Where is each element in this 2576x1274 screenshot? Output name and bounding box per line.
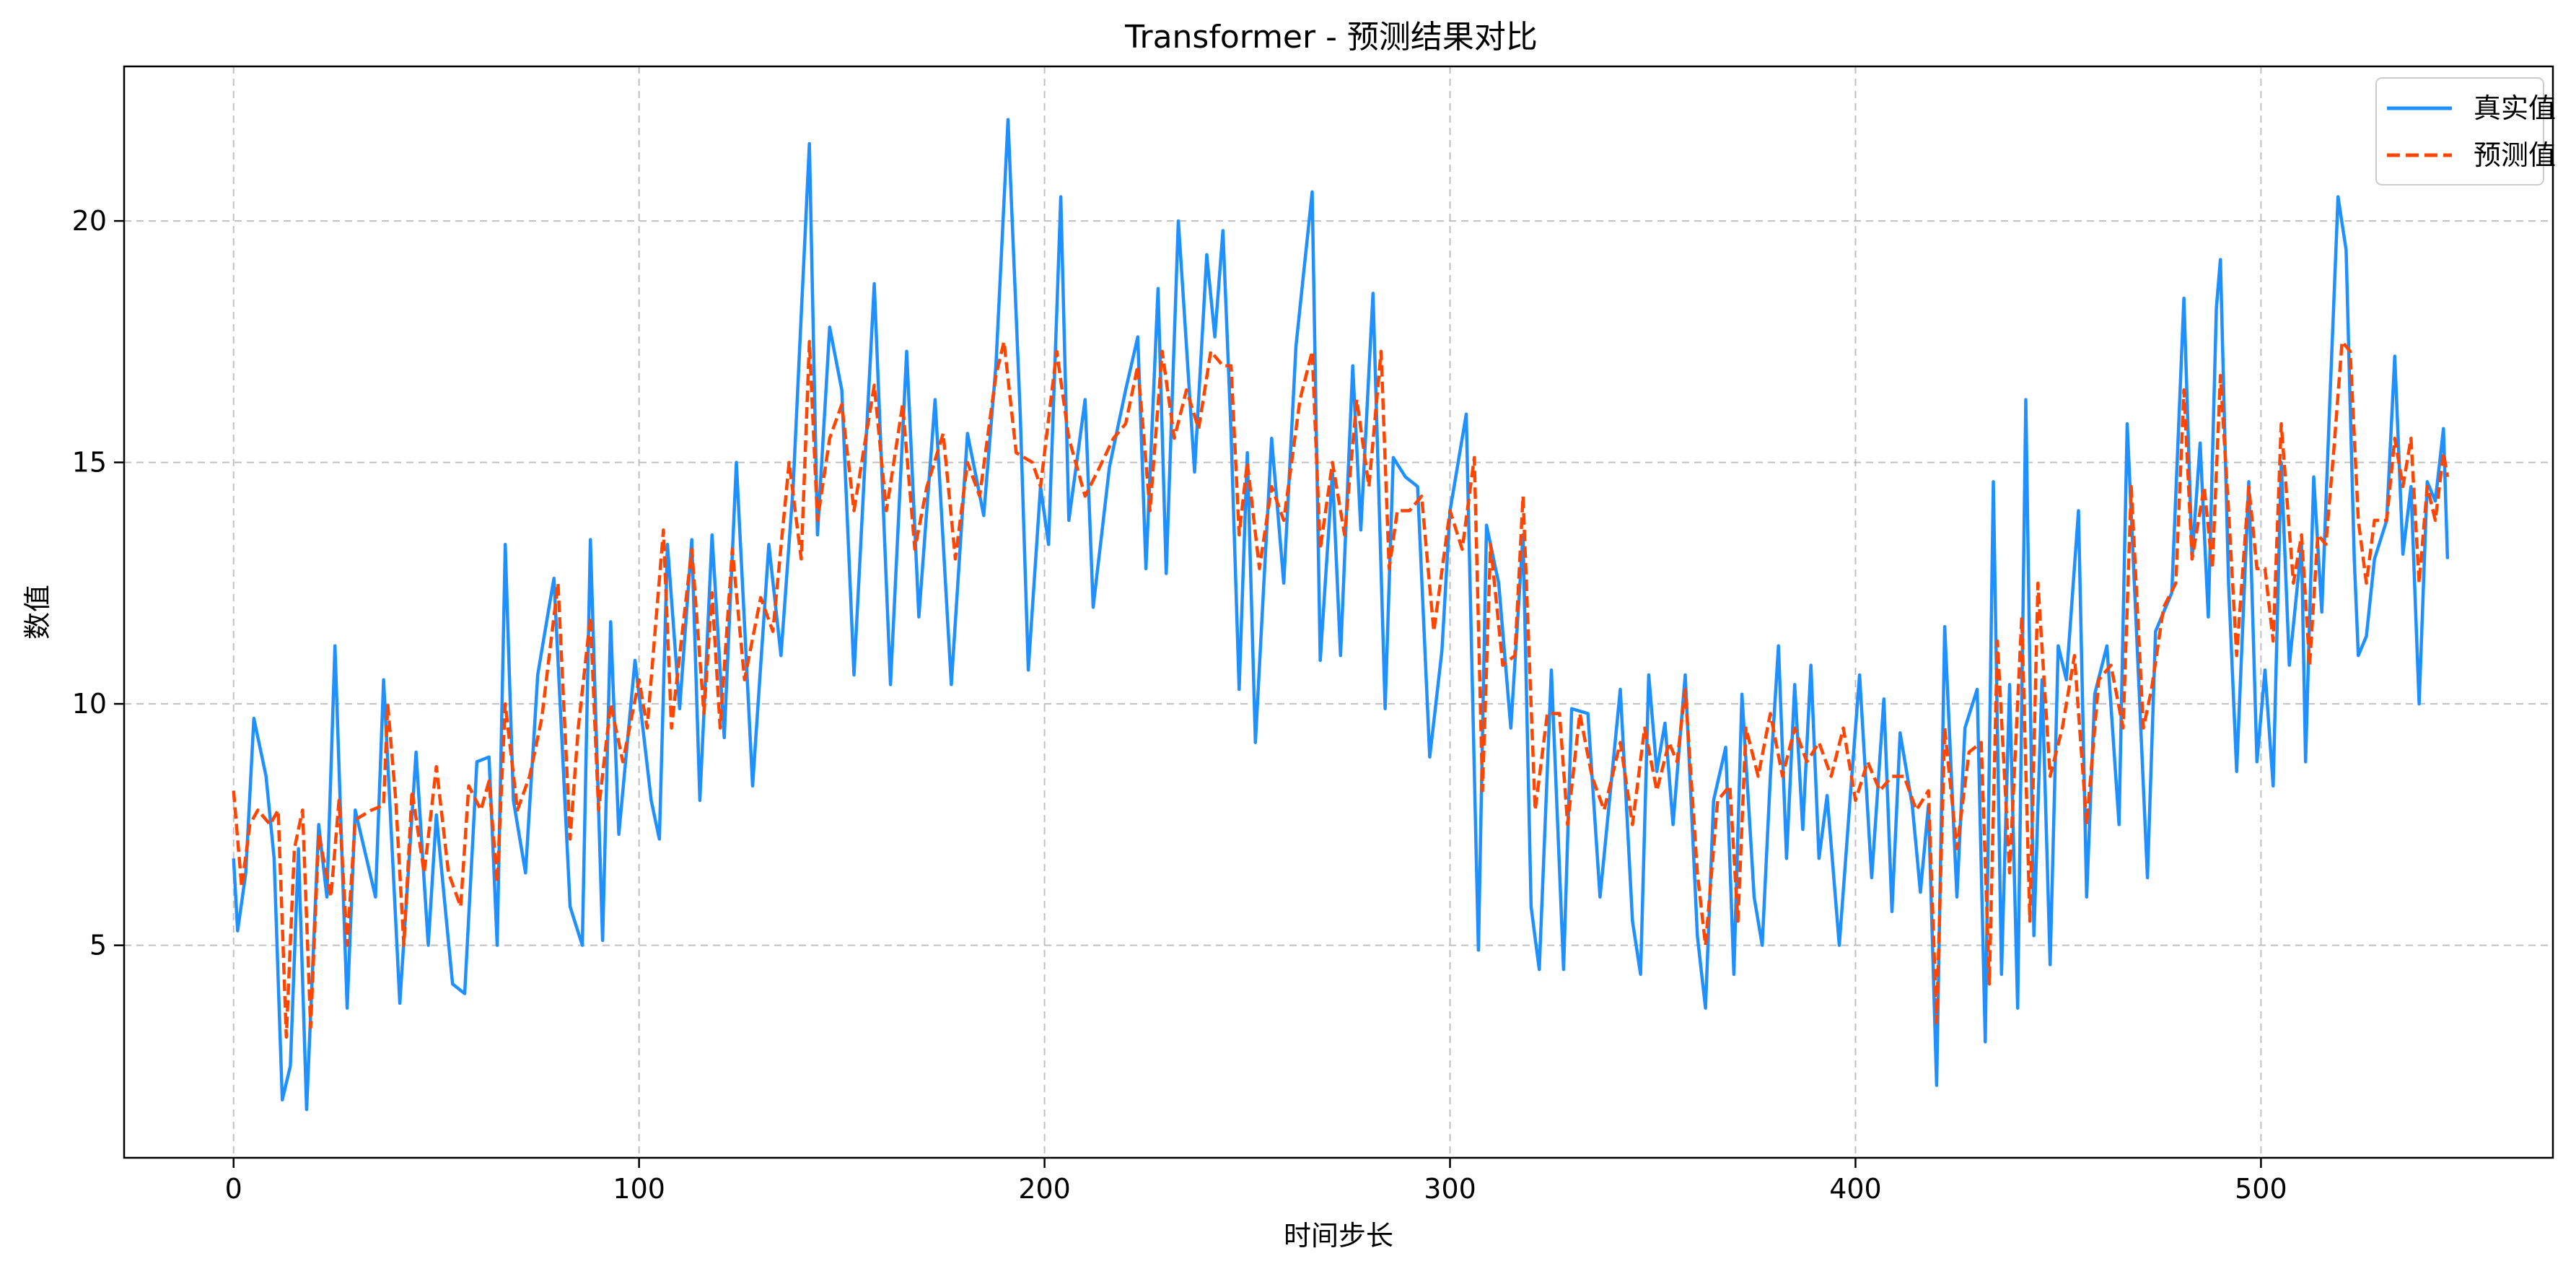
legend: 真实值 预测值 [2375, 77, 2556, 186]
x-axis-label: 时间步长 [1284, 1220, 1393, 1252]
x-tick-label: 200 [1018, 1173, 1071, 1205]
y-axis-label: 数值 [22, 585, 53, 640]
chart-title: Transformer - 预测结果对比 [1124, 19, 1538, 56]
series-layer [232, 118, 2450, 1112]
x-tick-label: 300 [1424, 1173, 1476, 1205]
legend-box [2375, 77, 2544, 186]
plot-frame [123, 65, 2554, 1159]
y-tick-label: 10 [72, 688, 107, 720]
grid [124, 66, 2553, 1158]
legend-label-predicted: 预测值 [2474, 139, 2556, 171]
series-line-actual [232, 118, 2450, 1112]
y-tick-label: 5 [89, 930, 107, 961]
x-tick-label: 400 [1829, 1173, 1882, 1205]
series-line-predicted [232, 340, 2450, 1039]
y-tick-label: 15 [72, 447, 107, 479]
x-tick-label: 100 [613, 1173, 665, 1205]
x-tick-label: 0 [225, 1173, 242, 1205]
x-tick-label: 500 [2235, 1173, 2287, 1205]
ticks: 0 100 200 300 400 500 5 10 15 20 [72, 205, 2287, 1205]
legend-label-actual: 真实值 [2474, 92, 2556, 124]
y-tick-label: 20 [72, 205, 107, 237]
